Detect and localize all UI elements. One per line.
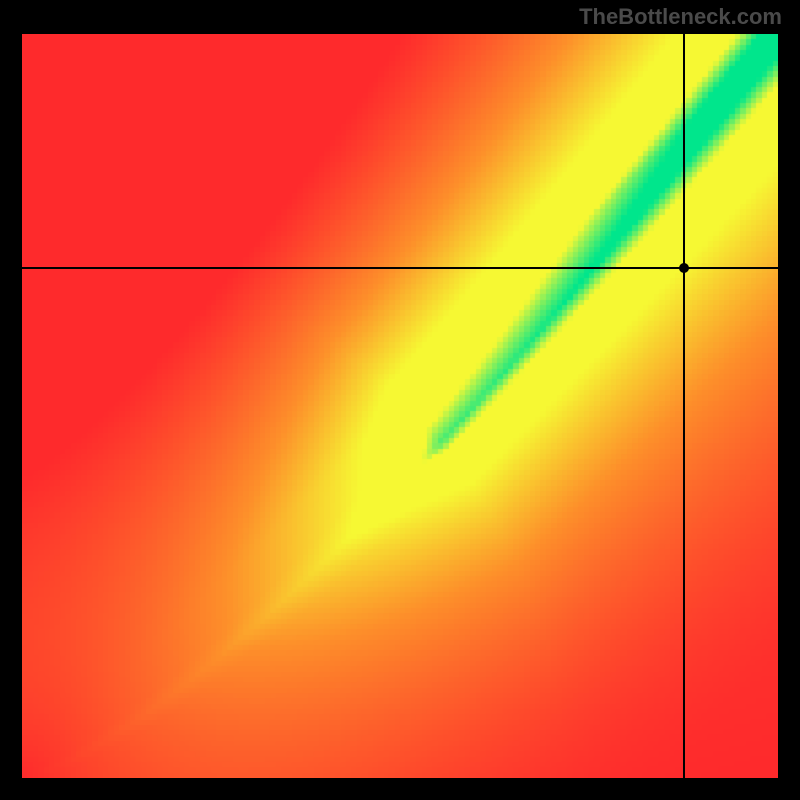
crosshair-point (679, 263, 689, 273)
crosshair-vertical (683, 0, 685, 800)
watermark-text: TheBottleneck.com (579, 4, 782, 30)
bottleneck-heatmap (22, 34, 778, 778)
chart-container: { "watermark": { "text": "TheBottleneck.… (0, 0, 800, 800)
